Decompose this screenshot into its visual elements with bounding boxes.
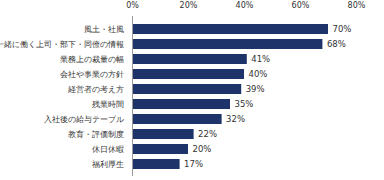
- svg-text:32%: 32%: [226, 114, 245, 124]
- svg-text:一緒に働く上司・部下・同僚の情報: 一緒に働く上司・部下・同僚の情報: [0, 40, 124, 49]
- svg-text:福利厚生: 福利厚生: [92, 160, 124, 169]
- svg-text:教育・評価制度: 教育・評価制度: [68, 130, 124, 139]
- svg-text:68%: 68%: [327, 39, 346, 49]
- svg-text:会社や事業の方針: 会社や事業の方針: [60, 70, 124, 79]
- svg-text:残業時間: 残業時間: [92, 100, 124, 109]
- svg-text:入社後の給与テーブル: 入社後の給与テーブル: [44, 115, 124, 124]
- svg-text:17%: 17%: [184, 159, 203, 169]
- svg-text:41%: 41%: [251, 54, 270, 64]
- svg-text:60%: 60%: [292, 1, 310, 10]
- svg-text:70%: 70%: [333, 24, 352, 34]
- svg-text:風土・社風: 風土・社風: [84, 25, 124, 34]
- svg-text:休日休暇: 休日休暇: [92, 145, 124, 154]
- svg-text:40%: 40%: [236, 1, 254, 10]
- svg-text:39%: 39%: [246, 84, 265, 94]
- svg-text:20%: 20%: [193, 144, 212, 154]
- svg-text:40%: 40%: [249, 69, 268, 79]
- svg-text:80%: 80%: [348, 1, 366, 10]
- svg-text:22%: 22%: [198, 129, 217, 139]
- svg-text:経営者の考え方: 経営者の考え方: [67, 85, 124, 94]
- svg-text:0%: 0%: [126, 1, 139, 10]
- svg-text:20%: 20%: [180, 1, 198, 10]
- svg-text:35%: 35%: [235, 99, 254, 109]
- svg-text:業務上の裁量の幅: 業務上の裁量の幅: [60, 55, 124, 64]
